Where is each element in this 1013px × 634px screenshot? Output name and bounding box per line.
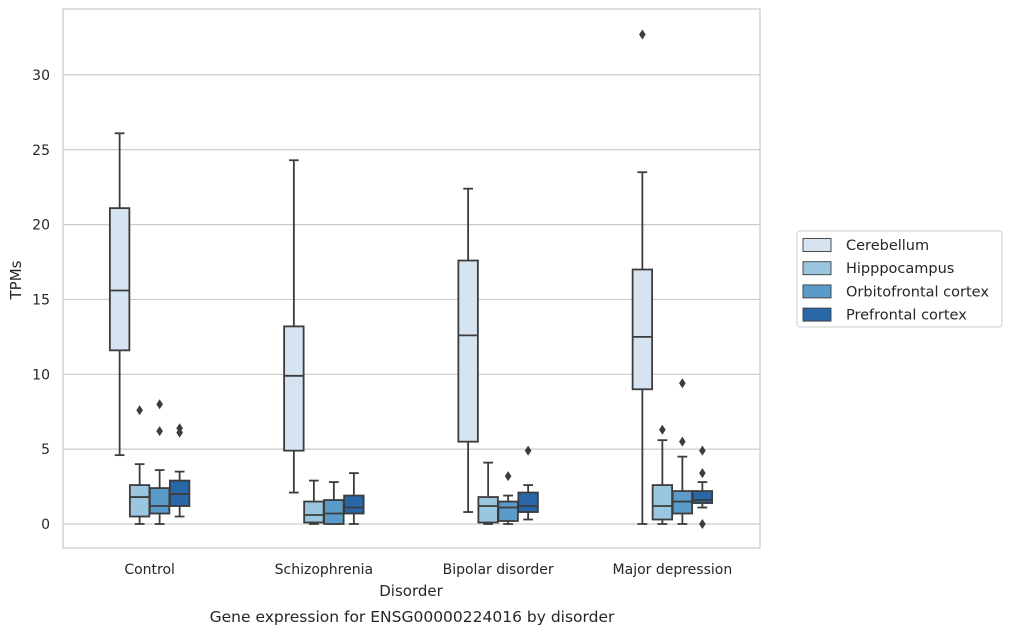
x-axis-label: Disorder (379, 582, 443, 600)
outlier-point (176, 423, 183, 434)
box-prefrontal-cortex (517, 445, 539, 521)
box-cerebellum (108, 132, 131, 457)
y-tick-label: 25 (32, 143, 50, 159)
outlier-point (639, 29, 646, 40)
box-cerebellum (283, 159, 305, 494)
legend-frame (796, 230, 1003, 328)
y-tick-label: 20 (32, 218, 50, 234)
box-body (457, 259, 479, 443)
x-tick-label: Bipolar disorder (443, 562, 554, 578)
box-orbitofrontal-cortex (148, 399, 171, 525)
outlier-point (679, 436, 686, 447)
outlier-point (699, 519, 706, 529)
legend-swatch (802, 284, 832, 299)
box-prefrontal-cortex (343, 472, 365, 525)
legend-label: Prefrontal cortex (846, 308, 967, 324)
y-tick-label: 15 (32, 292, 50, 308)
outlier-point (524, 445, 532, 456)
box-body (497, 500, 519, 522)
box-body (517, 491, 539, 513)
legend-label: Hipppocampus (846, 261, 954, 277)
outlier-point (699, 445, 706, 456)
box-body (108, 207, 131, 352)
outlier-point (156, 426, 163, 437)
outlier-point (136, 405, 143, 416)
outlier-point (679, 378, 686, 389)
box-body (148, 487, 171, 515)
y-tick-label: 0 (41, 517, 50, 533)
chart-caption: Gene expression for ENSG00000224016 by d… (210, 608, 615, 626)
box-body (691, 490, 714, 504)
box-cerebellum (457, 187, 479, 513)
box-prefrontal-cortex (691, 445, 714, 529)
box-orbitofrontal-cortex (671, 378, 694, 525)
box-body (323, 499, 345, 525)
box-orbitofrontal-cortex (497, 471, 519, 525)
outlier-point (699, 468, 706, 479)
legend-swatch (802, 238, 832, 252)
box-hipppocampus (651, 424, 674, 525)
x-tick-labels: Control Schizophrenia Bipolar disorder Majo… (124, 562, 732, 578)
box-plots (108, 29, 714, 529)
box-body (303, 500, 325, 524)
box-body (651, 484, 674, 521)
legend-label: Cerebellum (846, 238, 929, 254)
legend-swatch (802, 261, 832, 276)
box-cerebellum (631, 29, 654, 525)
x-tick-label: Control (124, 562, 175, 578)
box-hipppocampus (128, 405, 151, 525)
box-body (128, 484, 151, 518)
box-hipppocampus (303, 479, 325, 525)
y-tick-label: 5 (41, 442, 50, 458)
box-hipppocampus (477, 461, 499, 525)
box-body (477, 496, 499, 524)
y-tick-label: 10 (32, 367, 50, 383)
box-orbitofrontal-cortex (323, 481, 345, 525)
grid-lines (63, 74, 760, 525)
legend-swatch (802, 307, 832, 322)
y-tick-label: 30 (32, 68, 50, 84)
plot-frame (62, 8, 761, 549)
x-tick-label: Major depression (613, 562, 733, 578)
box-body (283, 325, 305, 452)
legend-label: Orbitofrontal cortex (846, 284, 989, 300)
outlier-point (504, 471, 512, 482)
outlier-point (659, 424, 666, 435)
outlier-point (156, 399, 163, 410)
y-tick-labels: 0 5 10 15 20 25 30 (32, 68, 50, 533)
box-prefrontal-cortex (168, 423, 191, 518)
y-axis-label: TPMs (7, 260, 25, 300)
x-tick-label: Schizophrenia (275, 562, 373, 578)
legend: Cerebellum Hipppocampus Orbitofrontal cort… (796, 230, 1003, 328)
box-body (631, 268, 654, 391)
box-body (343, 494, 365, 515)
